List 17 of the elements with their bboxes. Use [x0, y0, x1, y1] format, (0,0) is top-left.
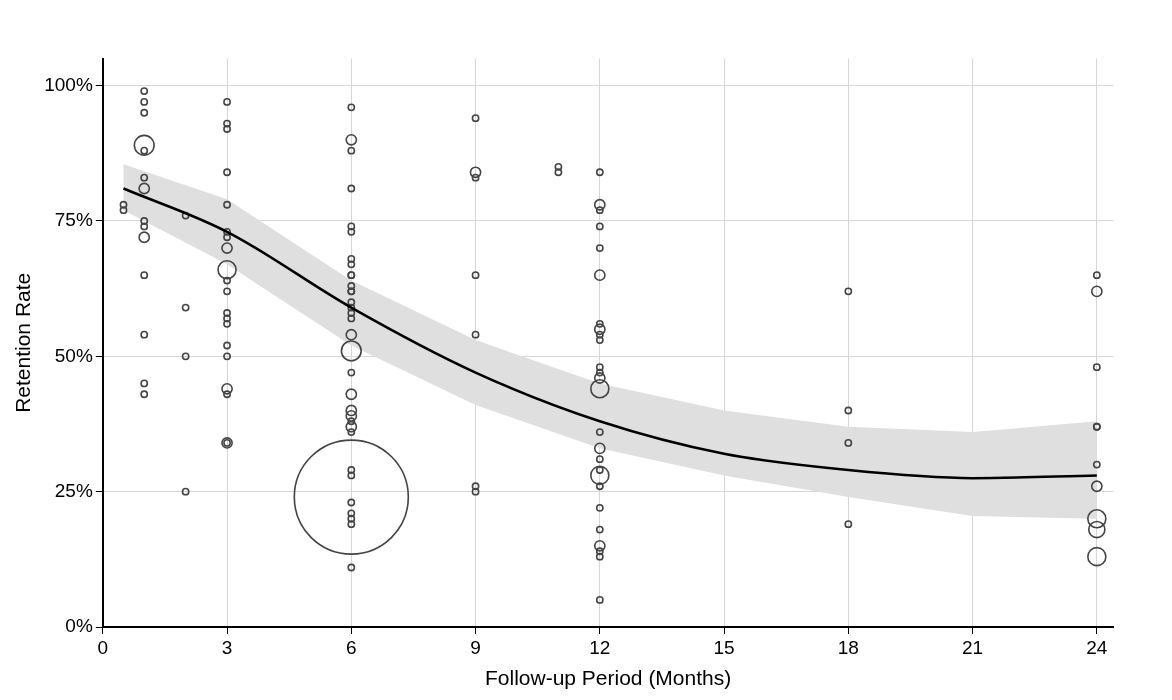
x-tick-label: 12	[589, 636, 611, 658]
y-axis-title: Retention Rate	[11, 272, 35, 413]
y-tick-label: 100%	[44, 73, 93, 95]
x-tick-label: 15	[713, 636, 735, 658]
y-tick-label: 0%	[65, 615, 93, 637]
y-tick-label: 25%	[54, 479, 93, 501]
x-tick-label: 21	[962, 636, 984, 658]
x-tick-label: 24	[1086, 636, 1108, 658]
x-tick-label: 3	[221, 636, 233, 658]
x-tick-label: 9	[470, 636, 481, 658]
x-tick-label: 18	[837, 636, 859, 658]
y-tick-label: 50%	[54, 344, 93, 366]
x-tick-label: 0	[97, 636, 109, 658]
y-tick-label: 75%	[54, 209, 93, 231]
x-axis-title: Follow-up Period (Months)	[484, 666, 732, 690]
line-series	[122, 187, 1099, 480]
x-tick-label: 6	[346, 636, 357, 658]
